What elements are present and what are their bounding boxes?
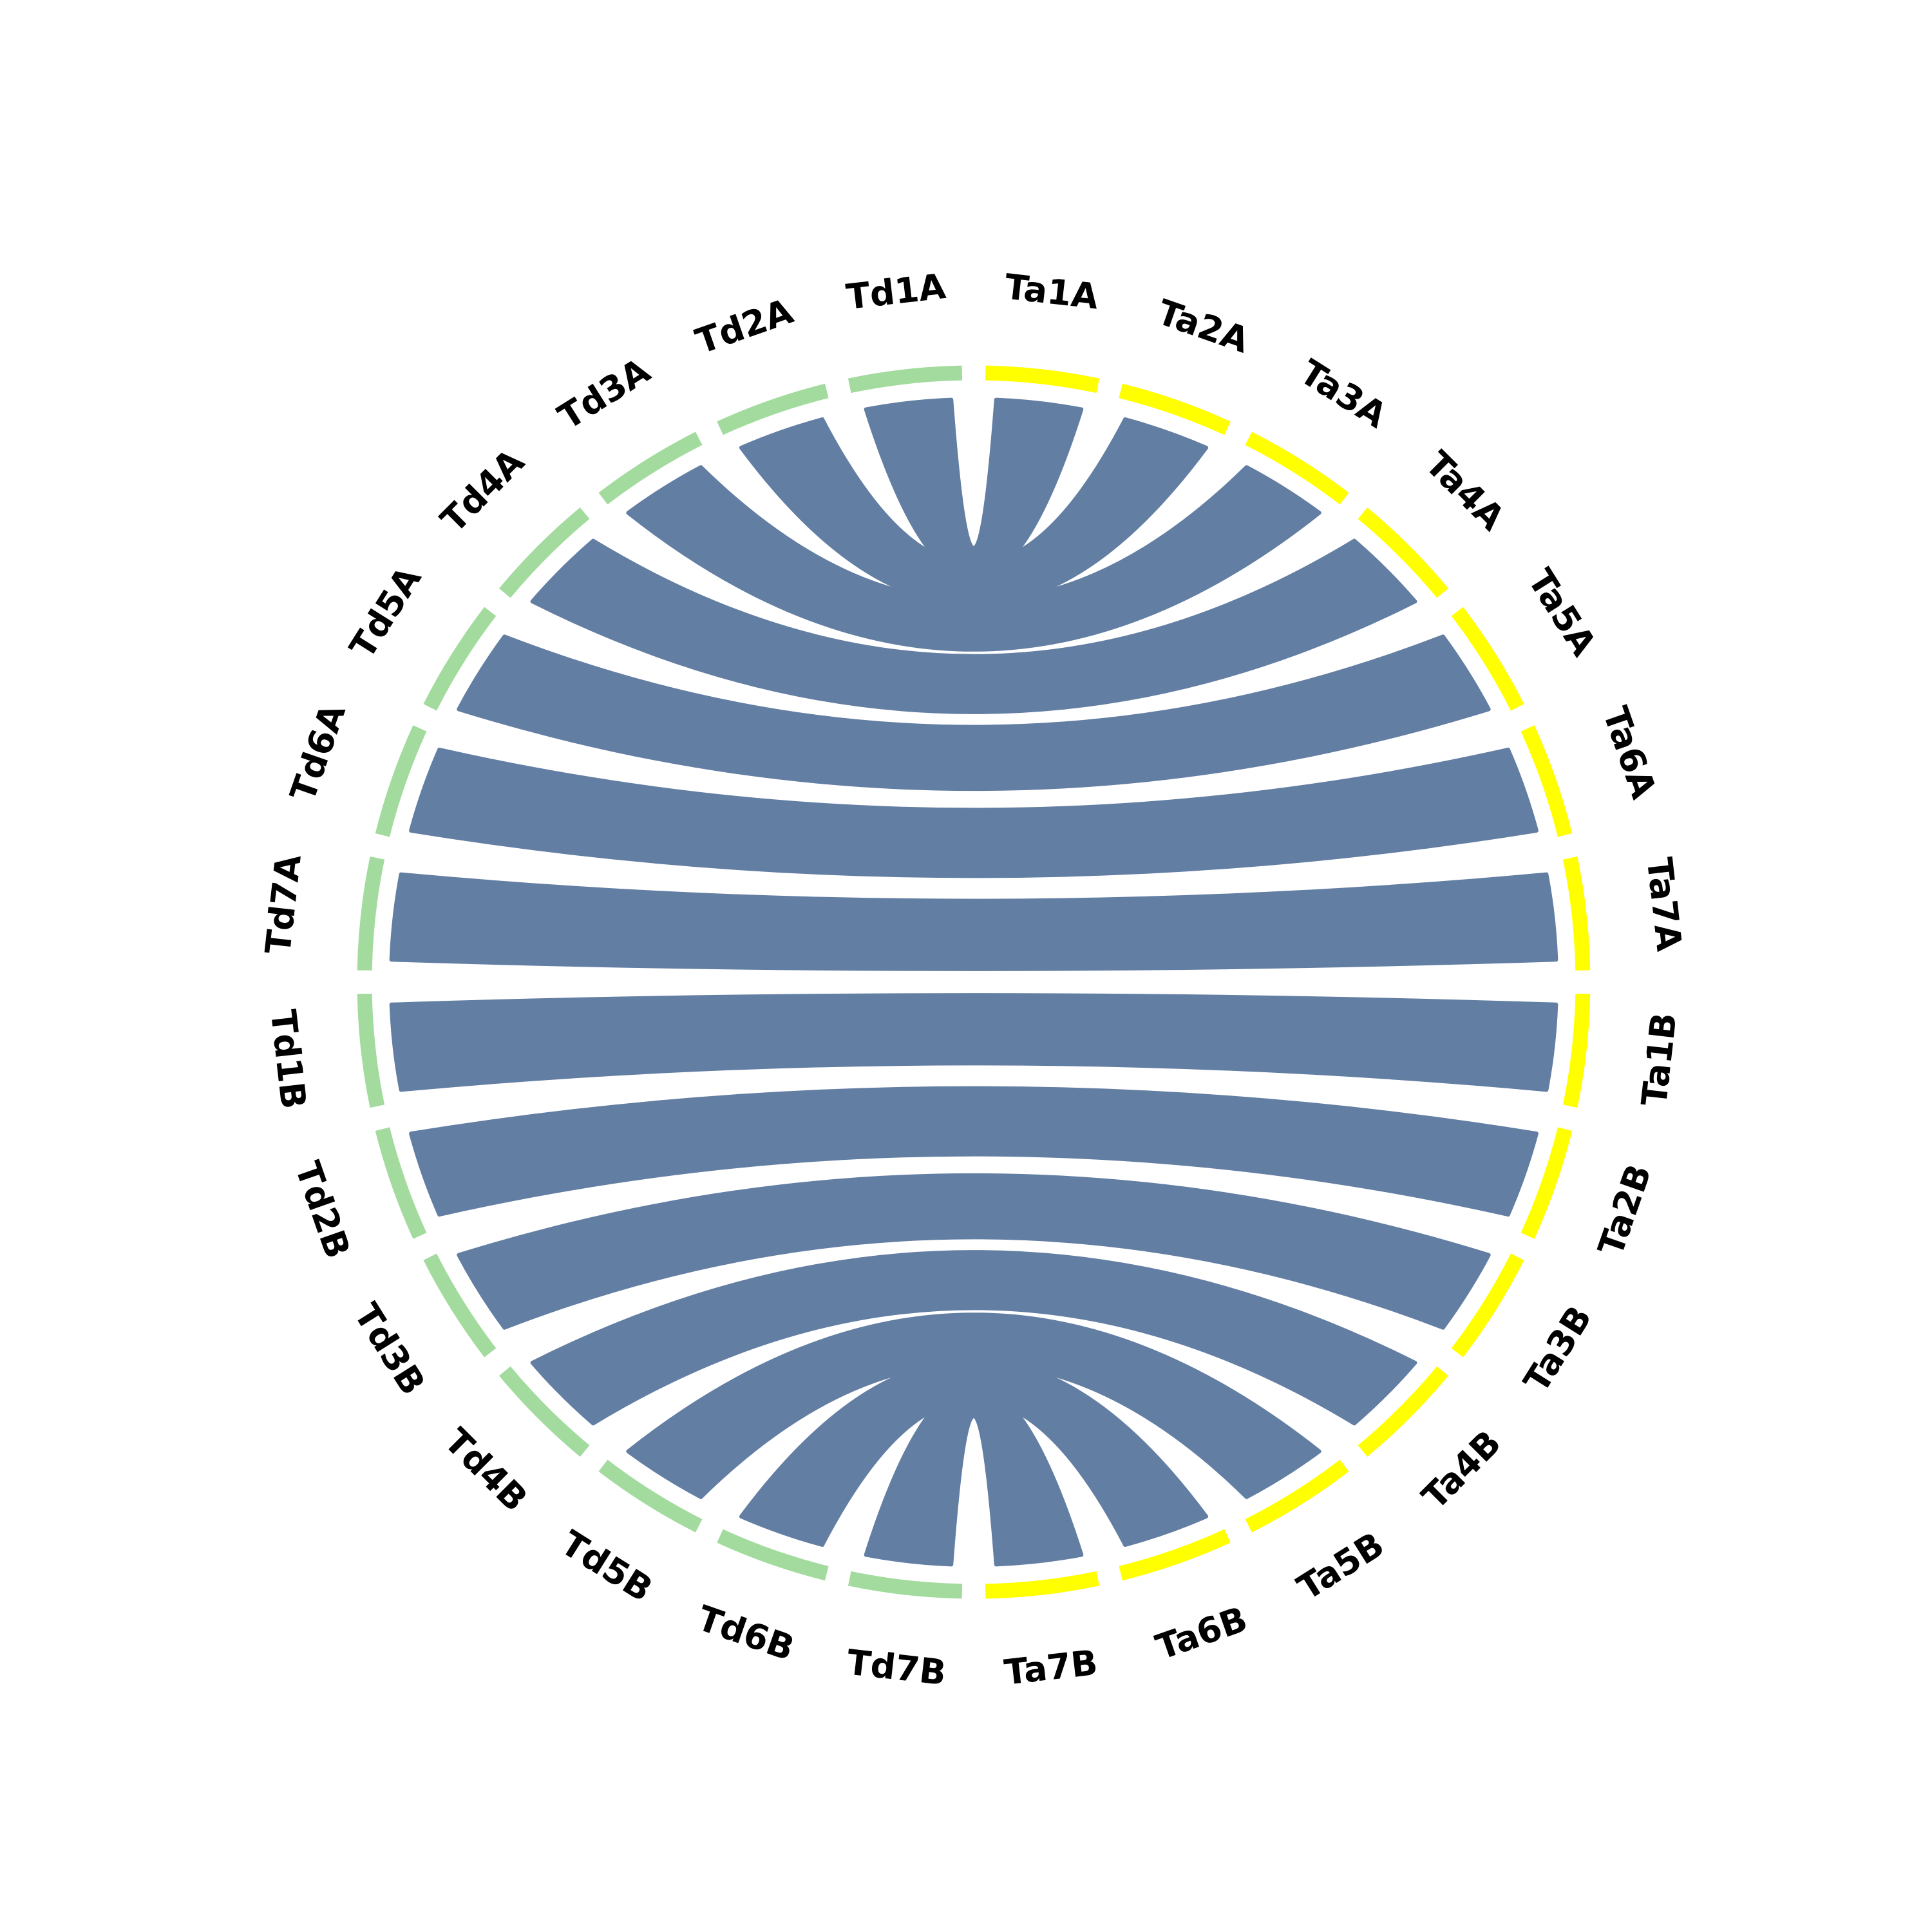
segment bbox=[717, 383, 829, 435]
ribbon bbox=[739, 417, 1209, 607]
node-label: Ta4A bbox=[1417, 443, 1513, 538]
node-label: Td5B bbox=[554, 1522, 659, 1609]
node-label: Ta2A bbox=[1152, 292, 1255, 361]
node-label: Ta7A bbox=[1639, 855, 1690, 953]
node-label: Ta4B bbox=[1414, 1423, 1509, 1517]
segment bbox=[1119, 1529, 1231, 1581]
ribbon bbox=[530, 538, 1417, 714]
ribbon bbox=[457, 634, 1491, 791]
ribbon bbox=[864, 1383, 1084, 1567]
segment bbox=[1451, 607, 1524, 711]
node-label: Ta7B bbox=[1002, 1642, 1099, 1693]
segment bbox=[848, 365, 963, 393]
node-label: Ta3B bbox=[1516, 1299, 1600, 1399]
node-label: Td1B bbox=[263, 1008, 314, 1111]
segment bbox=[1245, 431, 1349, 505]
segment bbox=[375, 1127, 427, 1239]
segment bbox=[598, 431, 703, 505]
segment bbox=[423, 607, 497, 711]
ribbon bbox=[389, 872, 1558, 971]
segment bbox=[357, 993, 385, 1108]
ribbon bbox=[626, 465, 1321, 652]
node-label: Td3A bbox=[551, 350, 658, 438]
segment bbox=[498, 1366, 590, 1457]
node-label: Td7A bbox=[258, 853, 309, 956]
segment bbox=[985, 365, 1100, 393]
ribbon bbox=[457, 1173, 1491, 1330]
segment bbox=[717, 1529, 829, 1581]
segment bbox=[598, 1459, 703, 1533]
ribbon bbox=[626, 1312, 1321, 1499]
ribbon bbox=[530, 1250, 1417, 1426]
node-label: Ta1A bbox=[1003, 266, 1101, 317]
segment bbox=[375, 725, 427, 837]
ribbon bbox=[409, 1086, 1539, 1217]
node-label: Ta6A bbox=[1595, 702, 1665, 804]
segment bbox=[423, 1253, 497, 1358]
segment bbox=[1358, 1366, 1449, 1457]
node-label: Td3B bbox=[346, 1296, 433, 1402]
segment bbox=[357, 856, 385, 971]
node-label: Ta2B bbox=[1590, 1159, 1659, 1261]
segment bbox=[1451, 1253, 1524, 1358]
node-label: Td4B bbox=[437, 1421, 536, 1520]
node-label: Td5A bbox=[342, 560, 430, 666]
segment bbox=[1358, 507, 1449, 598]
node-label: Td4A bbox=[433, 441, 532, 540]
ribbon bbox=[409, 747, 1539, 878]
node-label: Ta3A bbox=[1293, 352, 1394, 436]
node-label: Td2B bbox=[287, 1157, 358, 1264]
segment bbox=[985, 1571, 1100, 1599]
segment bbox=[848, 1571, 963, 1599]
node-label: Td1A bbox=[844, 266, 948, 317]
node-label: Td2A bbox=[690, 290, 798, 362]
segment bbox=[1520, 725, 1573, 837]
node-label: Td7B bbox=[845, 1642, 948, 1693]
node-label: Ta5A bbox=[1520, 562, 1604, 663]
node-label: Td6B bbox=[692, 1598, 799, 1669]
segment bbox=[1245, 1459, 1349, 1533]
node-label: Ta5B bbox=[1291, 1524, 1391, 1609]
segment bbox=[1119, 383, 1231, 435]
node-label: Td6A bbox=[282, 699, 354, 806]
ribbon bbox=[739, 1358, 1209, 1547]
ribbons bbox=[389, 397, 1558, 1567]
segment bbox=[1562, 856, 1591, 971]
ribbon bbox=[864, 397, 1084, 581]
node-label: Ta6B bbox=[1151, 1598, 1253, 1667]
ring bbox=[357, 365, 1591, 1599]
segment bbox=[498, 507, 590, 598]
node-label: Ta1B bbox=[1634, 1010, 1685, 1108]
segment bbox=[1520, 1127, 1573, 1239]
segment bbox=[1562, 993, 1591, 1108]
ribbon bbox=[389, 993, 1558, 1092]
